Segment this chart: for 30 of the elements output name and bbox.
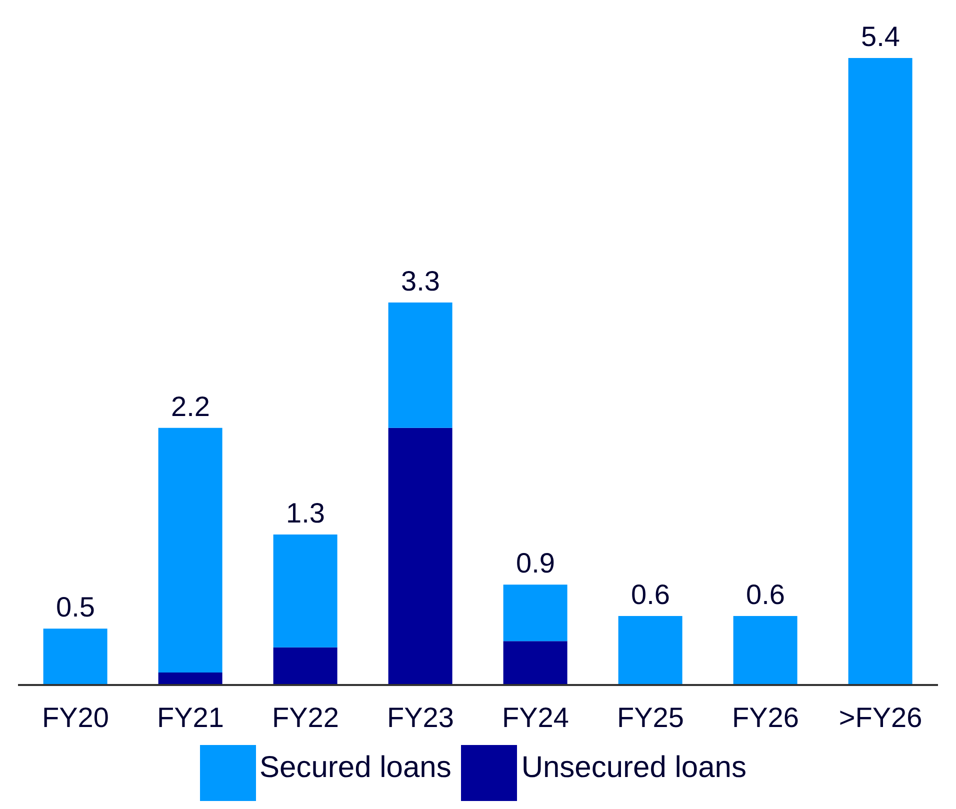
x-tick-label: FY22 xyxy=(272,702,339,733)
bar xyxy=(388,302,452,428)
bar xyxy=(618,616,682,685)
legend-label: Secured loans xyxy=(260,751,452,784)
bar xyxy=(158,672,222,685)
annotation: 0.6 xyxy=(631,579,670,610)
x-tick-label: FY26 xyxy=(732,702,799,733)
x-tick-label: FY21 xyxy=(157,702,224,733)
x-tick-label: FY20 xyxy=(42,702,109,733)
bar xyxy=(388,428,452,685)
annotation: 2.2 xyxy=(171,390,210,422)
legend-label: Unsecured loans xyxy=(521,751,746,784)
x-tick-label: FY25 xyxy=(617,702,684,733)
x-tick-label: >FY26 xyxy=(838,702,922,733)
annotation: 0.6 xyxy=(746,579,785,610)
annotation: 1.3 xyxy=(286,498,325,529)
annotation: 0.5 xyxy=(56,592,95,623)
bar xyxy=(848,58,912,685)
bar xyxy=(503,584,568,642)
annotation: 5.4 xyxy=(861,21,900,52)
bar xyxy=(158,428,222,672)
bar xyxy=(273,534,338,648)
bar xyxy=(43,628,108,685)
annotation: 3.3 xyxy=(401,266,440,297)
bar xyxy=(733,616,798,685)
annotation: 0.9 xyxy=(516,548,555,579)
bar xyxy=(503,641,568,685)
x-tick-label: FY24 xyxy=(502,702,569,733)
bar xyxy=(273,647,338,685)
x-tick-label: FY23 xyxy=(387,702,454,733)
